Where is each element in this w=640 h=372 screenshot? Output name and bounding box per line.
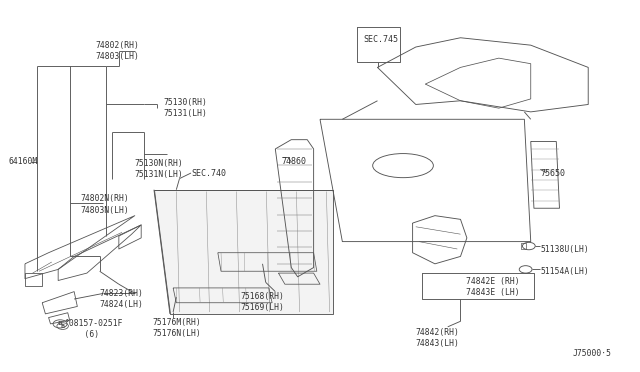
- Text: 75130N(RH)
75131N(LH): 75130N(RH) 75131N(LH): [135, 159, 184, 179]
- Text: 75130(RH)
75131(LH): 75130(RH) 75131(LH): [164, 98, 207, 118]
- Text: B: B: [61, 324, 65, 328]
- Text: 64160M: 64160M: [8, 157, 38, 166]
- Text: 74860: 74860: [282, 157, 307, 166]
- Text: 75650: 75650: [540, 169, 565, 177]
- Text: B: B: [58, 321, 63, 326]
- Polygon shape: [154, 190, 333, 314]
- Text: 74842E (RH)
74843E (LH): 74842E (RH) 74843E (LH): [466, 277, 519, 297]
- Text: 51138U(LH): 51138U(LH): [540, 244, 589, 253]
- Text: 75176M(RH)
75176N(LH): 75176M(RH) 75176N(LH): [153, 318, 202, 338]
- Text: 75168(RH)
75169(LH): 75168(RH) 75169(LH): [240, 292, 284, 312]
- Text: J75000·5: J75000·5: [572, 349, 611, 358]
- Text: SEC.740: SEC.740: [191, 169, 226, 177]
- Text: 74823(RH)
74824(LH): 74823(RH) 74824(LH): [100, 289, 143, 309]
- Text: 51154A(LH): 51154A(LH): [540, 267, 589, 276]
- Text: 74802(RH)
74803(LH): 74802(RH) 74803(LH): [95, 41, 139, 61]
- Text: °08157-0251F
    (6): °08157-0251F (6): [65, 319, 123, 339]
- Text: 74802N(RH)
74803N(LH): 74802N(RH) 74803N(LH): [81, 195, 129, 215]
- Text: SEC.745: SEC.745: [364, 35, 399, 44]
- Text: 74842(RH)
74843(LH): 74842(RH) 74843(LH): [416, 328, 460, 348]
